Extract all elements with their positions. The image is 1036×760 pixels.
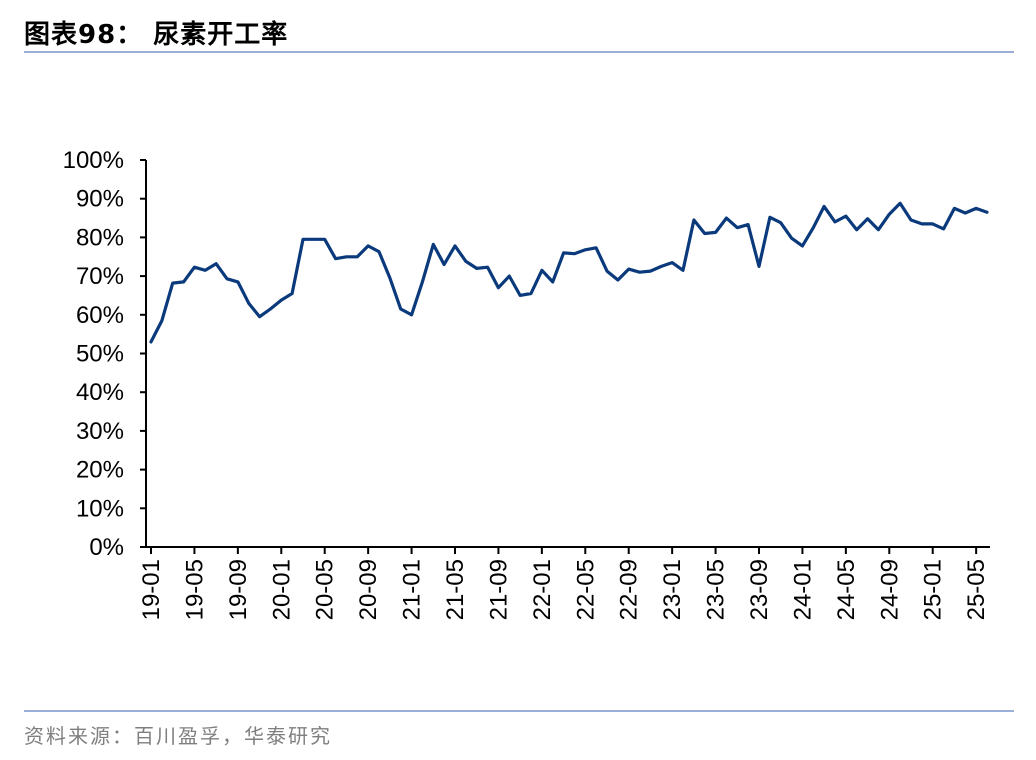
y-tick-label: 40% <box>76 379 124 406</box>
x-tick-label: 21-09 <box>485 559 512 620</box>
x-tick-label: 23-01 <box>659 559 686 620</box>
x-tick-label: 19-05 <box>181 559 208 620</box>
figure-title: 图表98： 尿素开工率 <box>24 20 289 50</box>
y-tick-label: 50% <box>76 341 124 368</box>
y-tick-label: 80% <box>76 224 124 251</box>
x-tick-label: 25-05 <box>963 559 990 620</box>
x-tick-label: 23-09 <box>746 559 773 620</box>
x-tick-label: 23-05 <box>703 559 730 620</box>
x-tick-label: 20-09 <box>355 559 382 620</box>
source-note: 资料来源：百川盈孚，华泰研究 <box>24 724 332 748</box>
x-tick-label: 20-05 <box>312 559 339 620</box>
x-tick-label: 21-01 <box>399 559 426 620</box>
y-tick-label: 20% <box>76 457 124 484</box>
x-tick-label: 24-01 <box>789 559 816 620</box>
x-tick-label: 19-09 <box>225 559 252 620</box>
y-axis: 0% 10% 20% 30% 40% 50% 60% 70% 80% 90% 100% <box>63 147 147 561</box>
x-tick-label: 25-01 <box>920 559 947 620</box>
x-tick-label: 21-05 <box>442 559 469 620</box>
y-tick-label: 10% <box>76 495 124 522</box>
top-divider <box>24 51 1014 53</box>
x-axis: 19-01 19-05 19-09 20-01 20-05 20-09 21-01 21-05… <box>138 546 990 620</box>
bottom-divider <box>24 710 1014 712</box>
x-tick-label: 20-01 <box>268 559 295 620</box>
y-tick-label: 70% <box>76 263 124 290</box>
x-tick-label: 19-01 <box>138 559 165 620</box>
x-tick-label: 24-09 <box>876 559 903 620</box>
x-tick-label: 22-01 <box>529 559 556 620</box>
y-tick-label: 90% <box>76 186 124 213</box>
y-tick-label: 100% <box>63 147 124 174</box>
y-tick-label: 30% <box>76 418 124 445</box>
chart: 0%10%20%30%40%50%60%70%80%90%100% 19-01 1… <box>63 147 991 620</box>
x-tick-label: 24-05 <box>833 559 860 620</box>
x-tick-label: 22-09 <box>616 559 643 620</box>
y-tick-label: 0% <box>89 534 124 561</box>
series-line <box>149 201 989 344</box>
x-tick-label: 22-05 <box>572 559 599 620</box>
y-tick-label: 60% <box>76 302 124 329</box>
series-group <box>149 201 989 344</box>
